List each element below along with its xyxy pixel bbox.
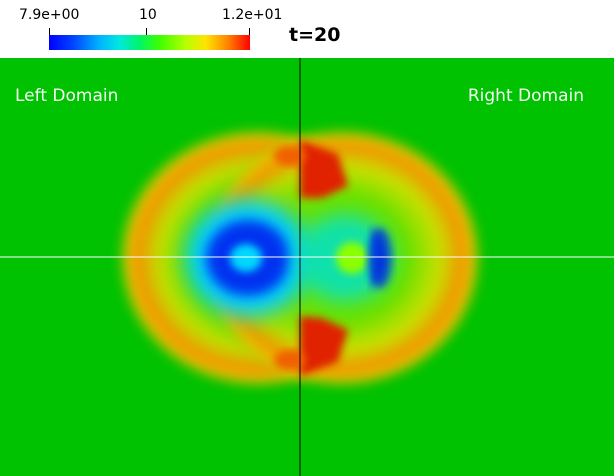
left-core-center xyxy=(230,244,262,272)
legend-bar: 7.9e+00 10 1.2e+01 t=20 xyxy=(0,0,614,58)
colorbar-min-label: 7.9e+00 xyxy=(19,7,80,23)
colorbar-max-label: 1.2e+01 xyxy=(222,7,283,23)
colorbar-mid-label: 10 xyxy=(139,7,157,23)
upper-red-spot xyxy=(300,140,348,198)
colorbar-tick-mid xyxy=(146,28,147,36)
right-core-center xyxy=(336,242,368,274)
right-domain-label: Right Domain xyxy=(467,86,584,106)
time-label: t=20 xyxy=(289,24,341,46)
colorbar-tick-max xyxy=(249,28,250,36)
density-field xyxy=(0,58,614,476)
render-viewport[interactable]: Left Domain Right Domain xyxy=(0,58,614,476)
colorbar-tick-min xyxy=(49,28,50,36)
left-domain-label: Left Domain xyxy=(15,86,119,106)
colorbar xyxy=(49,35,250,50)
lower-red-spot xyxy=(300,316,348,376)
